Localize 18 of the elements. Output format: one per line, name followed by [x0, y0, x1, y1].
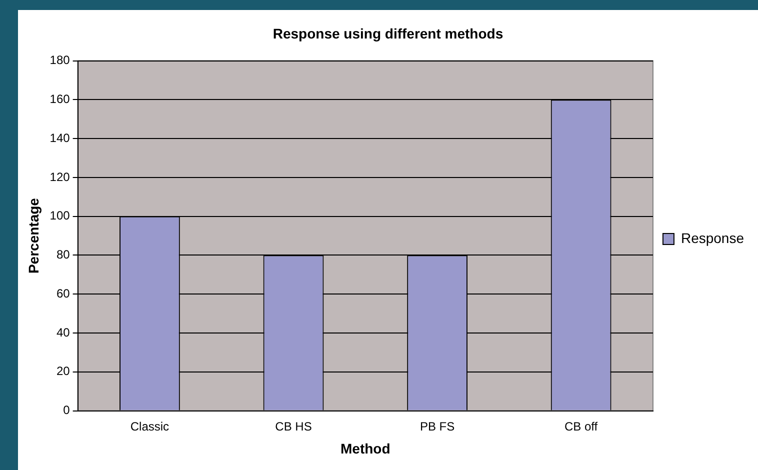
legend-label: Response [680, 230, 744, 246]
y-tick-label: 0 [63, 403, 70, 418]
x-tick-label: CB off [564, 419, 598, 434]
y-tick-label: 120 [50, 170, 70, 184]
y-tick-label: 40 [56, 325, 70, 340]
x-tick-label: PB FS [420, 419, 455, 434]
y-tick-label: 60 [56, 286, 70, 300]
x-tick-label: Classic [130, 419, 170, 434]
y-tick-label: 80 [56, 248, 70, 262]
y-tick-label: 160 [50, 92, 70, 106]
y-tick-label: 140 [50, 130, 70, 145]
x-tick-label: CB HS [275, 419, 312, 434]
chart-title: Response using different methods [272, 25, 504, 42]
y-tick-label: 20 [56, 364, 70, 378]
x-axis-title: Method [340, 440, 390, 456]
y-tick-label: 100 [50, 208, 70, 223]
y-tick-label: 180 [50, 53, 70, 68]
y-axis-title: Percentage [25, 198, 42, 274]
